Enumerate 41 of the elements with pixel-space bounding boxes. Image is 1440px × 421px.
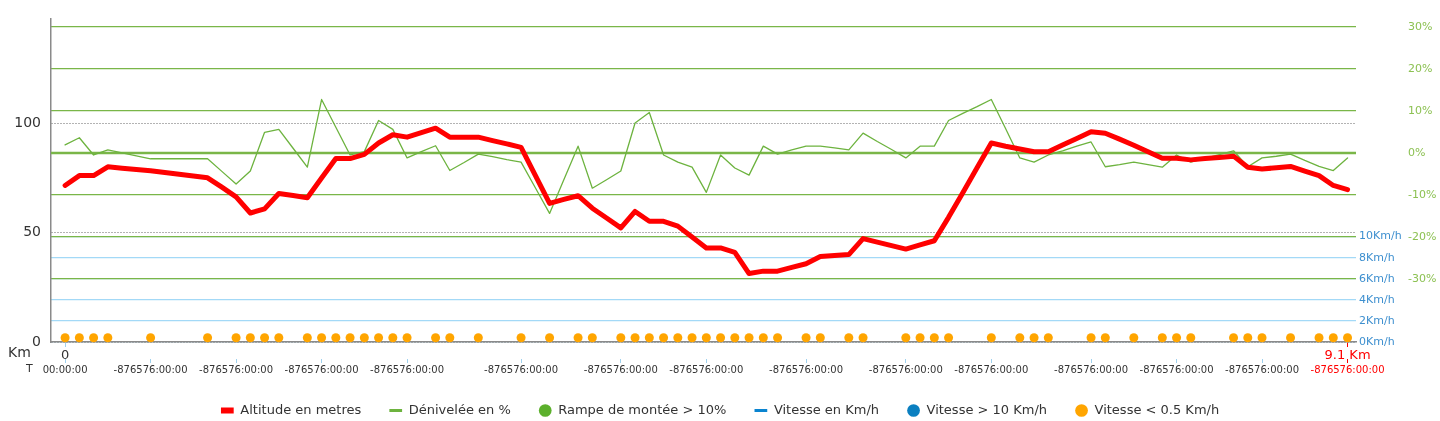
x2-axis-title: Km — [8, 343, 31, 360]
x-tick-label: -876576:00:00 — [1139, 363, 1214, 375]
y2-tick-label: -10% — [1408, 187, 1437, 201]
y3-tick-label: 10Km/h — [1359, 229, 1402, 243]
x-tick-label: -876576:00:00 — [583, 363, 658, 375]
x-tick-label: -876576:00:00 — [113, 363, 188, 375]
y2-tick-label: 0% — [1408, 145, 1426, 159]
x-tick-label: -876576:00:00 — [1054, 363, 1129, 375]
x2-tick-label: 9.1 Km — [1324, 347, 1371, 363]
x-tick-label: -876576:00:00 — [484, 363, 559, 375]
y3-tick-label: 4Km/h — [1359, 292, 1395, 306]
x2-tick-label: 0 — [60, 347, 70, 363]
y2-tick-label: -30% — [1408, 271, 1437, 285]
y-tick-label: 100 — [14, 113, 41, 130]
legend-label: Vitesse en Km/h — [773, 401, 880, 417]
x-tick-label: -876576:00:00 — [370, 363, 445, 375]
legend-label: Rampe de montée > 10% — [558, 401, 727, 417]
x-tick-label: -876576:00:00 — [954, 363, 1029, 375]
legend-label: Vitesse > 10 Km/h — [926, 401, 1048, 417]
x-tick-label: -876576:00:00 — [868, 363, 943, 375]
x-tick-label: -876576:00:00 — [1225, 363, 1300, 375]
y3-tick-label: 6Km/h — [1359, 271, 1395, 285]
x-tick-label: -876576:00:00 — [1310, 363, 1385, 375]
x-tick-label: -876576:00:00 — [199, 363, 274, 375]
x-tick-label: -876576:00:00 — [284, 363, 359, 375]
y2-tick-label: 10% — [1408, 103, 1433, 117]
y2-tick-label: 20% — [1408, 61, 1433, 75]
x-tick-label: -876576:00:00 — [769, 363, 844, 375]
x-axis-title: T — [25, 361, 33, 375]
legend-label: Vitesse < 0.5 Km/h — [1094, 401, 1220, 417]
x-tick-label: 00:00:00 — [42, 363, 88, 375]
legend-label: Altitude en metres — [240, 401, 362, 417]
y-tick-label: 50 — [23, 223, 41, 240]
y2-tick-label: -20% — [1408, 229, 1437, 243]
legend-label: Dénivelée en % — [408, 401, 511, 417]
y3-tick-label: 0Km/h — [1359, 334, 1395, 348]
y2-tick-label: 30% — [1408, 19, 1433, 33]
y3-tick-label: 8Km/h — [1359, 250, 1395, 264]
y3-tick-label: 2Km/h — [1359, 313, 1395, 327]
y-tick-label: 0 — [32, 332, 41, 349]
x-tick-label: -876576:00:00 — [669, 363, 744, 375]
